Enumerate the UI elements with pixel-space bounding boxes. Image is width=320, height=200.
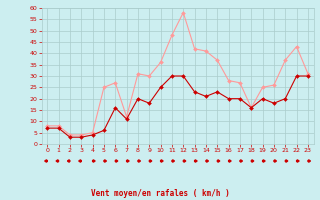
Text: Vent moyen/en rafales ( km/h ): Vent moyen/en rafales ( km/h ) <box>91 189 229 198</box>
